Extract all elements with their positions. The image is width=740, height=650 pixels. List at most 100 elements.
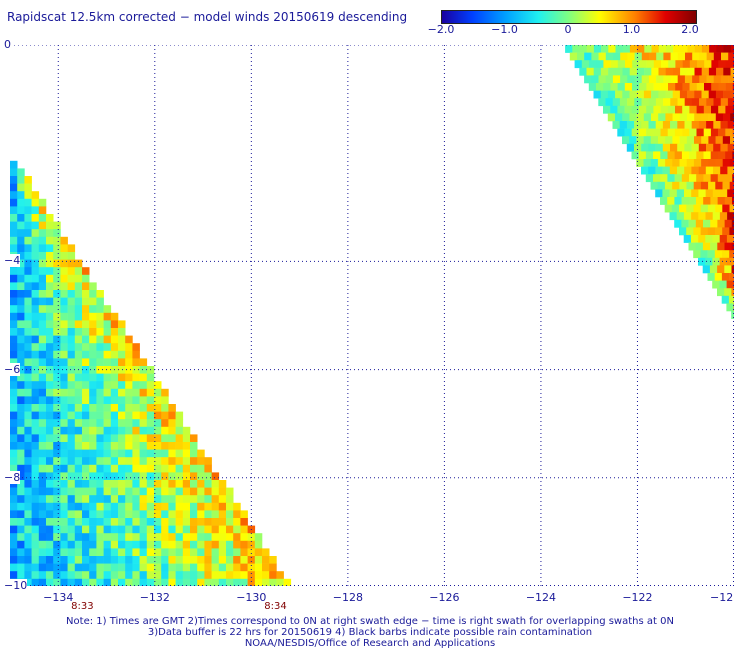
swath-cell [24,350,32,359]
swath-cell [716,67,724,76]
swath-cell [708,113,717,122]
swath-cell [674,151,683,160]
swath-cell [634,98,642,107]
swath-cell [699,75,707,84]
swath-cell [139,388,148,397]
swath-cell [146,533,155,542]
swath-cell [89,548,97,557]
swath-cell [132,366,140,374]
swath-cell [247,578,256,586]
swath-cell [719,280,727,289]
swath-cell [720,143,728,152]
swath-cell [665,136,673,145]
swath-cell [175,571,184,580]
swath-cell [132,578,140,586]
swath-cell [74,480,83,488]
swath-cell [262,556,270,564]
swath-cell [671,204,680,213]
swath-cell [139,426,148,435]
swath-cell [38,206,47,215]
swath-cell [125,533,133,542]
swath-cell [211,548,220,557]
swath-cell [713,121,721,129]
swath-cell [31,343,40,352]
swath-cell [118,388,126,397]
swath-cell [617,105,625,114]
swath-cell [720,121,728,129]
swath-cell [10,335,18,344]
swath-cell [218,495,227,504]
swath-cell [631,151,639,160]
swath-cell [622,67,630,76]
swath-cell [226,540,234,549]
swath-cell [38,381,47,390]
swath-cell [53,328,61,336]
swath-cell [204,472,212,481]
swath-cell [132,480,140,488]
swath-cell [96,502,104,511]
swath-cell [38,487,47,496]
swath-cell [60,290,68,298]
swath-cell [82,419,90,428]
swath-cell [82,502,90,511]
swath-cell [53,472,61,481]
swath-cell [660,105,669,114]
swath-cell [31,472,40,481]
swath-cell [31,305,40,314]
x-tick-label: −124 [525,591,557,604]
swath-cell [38,464,47,473]
swath-cell [60,578,68,586]
swath-cell [10,434,18,443]
swath-cell [96,350,104,359]
swath-cell [125,548,133,557]
swath-cell [46,350,54,359]
swath-cell [53,305,61,314]
swath-cell [53,426,61,435]
swath-cell [38,350,47,359]
swath-cell [684,121,692,129]
swath-cell [687,113,695,122]
swath-cell [67,426,76,435]
swath-cell [728,295,734,304]
swath-cell [710,219,718,228]
swath-cell [118,358,126,367]
swath-cell [110,533,119,542]
swath-cell [643,136,652,145]
swath-cell [197,487,205,496]
swath-cell [17,472,25,481]
swath-cell [96,290,104,298]
swath-cell [10,571,18,580]
swath-cell [680,45,688,53]
swath-cell [82,297,90,306]
swath-cell [729,227,734,236]
swath-cell [596,60,604,69]
swath-cell [574,60,583,69]
swath-cell [154,419,162,428]
swath-cell [125,578,133,586]
swath-cell [643,90,652,99]
swath-cell [603,105,611,114]
swath-cell [581,60,590,69]
swath-cell [696,83,705,91]
swath-cell [60,480,68,488]
swath-cell [110,358,119,367]
swath-cell [175,449,184,458]
swath-cell [233,533,241,542]
swath-cell [681,219,689,228]
swath-cell [168,426,176,435]
swath-cell [125,404,133,412]
swath-cell [698,257,706,266]
swath-cell [67,571,76,580]
swath-cell [197,548,205,557]
swath-cell [110,404,119,412]
swath-cell [701,159,709,167]
swath-cell [154,480,162,488]
swath-cell [10,198,18,207]
swath-cell [240,578,248,586]
swath-cell [154,442,162,450]
swath-cell [240,518,248,526]
swath-cell [197,464,205,473]
swath-cell [67,267,76,276]
swath-cell [182,556,191,564]
swath-cell [110,556,119,564]
